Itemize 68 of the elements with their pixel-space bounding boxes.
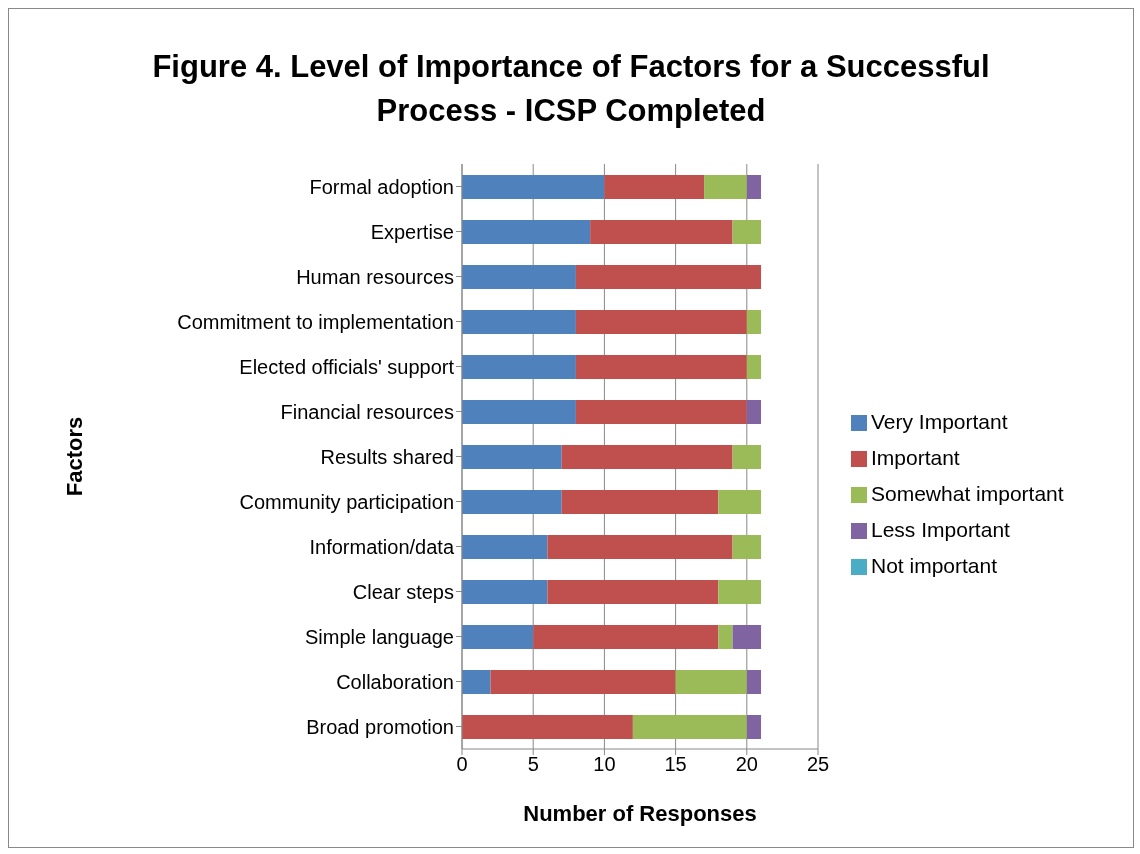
- bar: [533, 625, 719, 649]
- legend-label: Very Important: [871, 410, 1008, 433]
- bar: [718, 625, 733, 649]
- bar: [732, 535, 762, 559]
- bar: [462, 220, 591, 244]
- bar: [746, 310, 762, 334]
- x-tick-label: 15: [664, 753, 687, 776]
- bar: [462, 670, 491, 694]
- bar: [462, 310, 576, 334]
- bar: [547, 535, 733, 559]
- bar: [732, 625, 762, 649]
- y-tick-label: Elected officials' support: [239, 355, 455, 378]
- bar: [604, 175, 705, 199]
- bar: [746, 715, 762, 739]
- bar: [462, 175, 605, 199]
- x-tick-label: 0: [456, 753, 468, 776]
- bar: [675, 670, 747, 694]
- bar: [704, 175, 747, 199]
- bar: [462, 355, 576, 379]
- bar: [462, 490, 562, 514]
- y-tick-label: Information/data: [309, 535, 455, 558]
- legend-label: Less Important: [871, 518, 1010, 541]
- y-tick-label: Financial resources: [280, 400, 454, 423]
- y-tick-label: Broad promotion: [306, 715, 454, 738]
- bar: [718, 580, 762, 604]
- bar: [490, 670, 676, 694]
- bar: [732, 445, 762, 469]
- bar: [462, 580, 548, 604]
- bar: [746, 355, 762, 379]
- y-axis-title: Factors: [61, 416, 87, 497]
- legend-label: Somewhat important: [871, 482, 1064, 505]
- bar: [561, 490, 719, 514]
- bar: [746, 400, 762, 424]
- y-tick-label: Human resources: [296, 265, 454, 288]
- bar: [575, 355, 747, 379]
- y-tick-label: Results shared: [320, 445, 454, 468]
- legend-label: Important: [871, 446, 960, 469]
- bar: [732, 220, 762, 244]
- bar: [718, 490, 762, 514]
- x-tick-label: 25: [806, 753, 830, 776]
- bar: [462, 535, 548, 559]
- bar: [462, 715, 633, 739]
- bar: [590, 220, 733, 244]
- bar: [462, 265, 576, 289]
- bar: [575, 400, 747, 424]
- y-tick-label: Clear steps: [352, 580, 454, 603]
- y-tick-label: Collaboration: [336, 670, 454, 693]
- bar: [462, 625, 534, 649]
- bar: [547, 580, 719, 604]
- x-tick-label: 5: [527, 753, 539, 776]
- bar: [575, 265, 762, 289]
- y-tick-label: Community participation: [239, 490, 454, 513]
- y-tick-label: Formal adoption: [309, 175, 454, 198]
- chart-title: Figure 4. Level of Importance of Factors for a Successful Process - ICSP Completed: [151, 48, 991, 130]
- bar: [746, 670, 762, 694]
- x-tick-label: 20: [735, 753, 758, 776]
- y-tick-label: Simple language: [305, 625, 454, 648]
- bar: [575, 310, 747, 334]
- bar: [561, 445, 733, 469]
- legend-label: Not important: [871, 554, 998, 577]
- y-tick-label: Commitment to implementation: [177, 310, 454, 333]
- bar: [462, 445, 562, 469]
- y-tick-label: Expertise: [370, 220, 454, 243]
- x-tick-label: 10: [593, 753, 616, 776]
- bar: [632, 715, 747, 739]
- bar: [462, 400, 576, 424]
- x-axis-title: Number of Responses: [523, 801, 757, 826]
- bar: [746, 175, 762, 199]
